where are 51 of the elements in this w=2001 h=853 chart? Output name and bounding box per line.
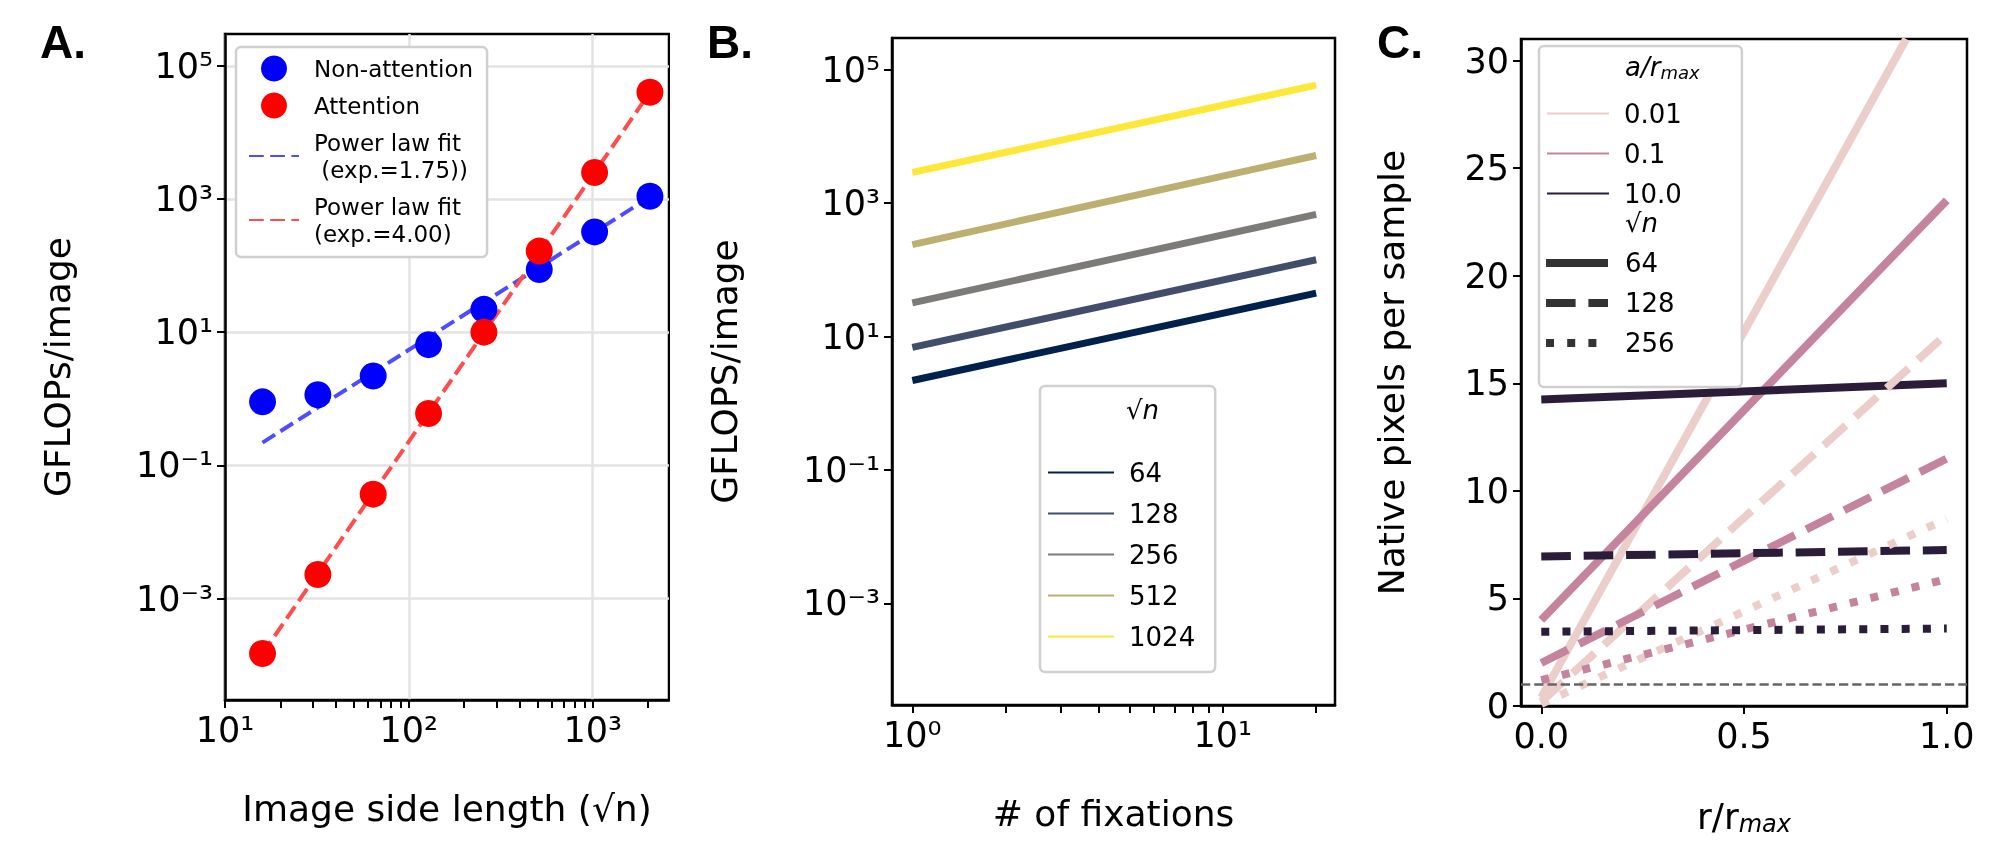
x-tick-label: 0.0 <box>1513 715 1570 756</box>
y-tick-label: 10⁻¹ <box>135 445 213 486</box>
legend-label: Attention <box>314 92 421 119</box>
chart-title: C. <box>1377 16 1423 68</box>
legend-label: 512 <box>1129 580 1179 611</box>
legend-title: a/rmax <box>1625 52 1700 83</box>
y-tick-label: 10⁵ <box>821 49 880 90</box>
y-tick-label: 10³ <box>821 183 880 224</box>
legend-title: √n <box>1126 395 1160 425</box>
legend-label: 10.0 <box>1624 178 1682 209</box>
x-tick-label: 10¹ <box>195 709 255 750</box>
y-tick-label: 5 <box>1486 578 1509 619</box>
y-tick-label: 10³ <box>154 178 213 219</box>
y-tick-label: 25 <box>1464 148 1509 189</box>
y-tick-label: 15 <box>1464 363 1509 404</box>
x-axis-title: # of fixations <box>992 792 1235 834</box>
chart-title: A. <box>40 16 86 68</box>
y-tick-label: 10⁻³ <box>802 583 880 624</box>
x-tick-label: 0.5 <box>1716 715 1772 756</box>
annotation: 64 <box>1625 248 1659 278</box>
y-tick-label: 30 <box>1464 40 1509 81</box>
x-tick-label: 1.0 <box>1918 715 1975 756</box>
y-tick-label: 20 <box>1464 255 1509 296</box>
chart-title: B. <box>707 16 753 68</box>
x-tick-label: 10³ <box>563 709 622 750</box>
y-tick-label: 0 <box>1486 686 1509 726</box>
y-tick-label: 10⁻³ <box>135 578 213 619</box>
y-tick-label: 10⁻¹ <box>802 450 880 491</box>
annotation: 128 <box>1625 288 1675 318</box>
legend-label: 64 <box>1129 457 1163 488</box>
legend-label: Non-attention <box>314 55 474 82</box>
y-tick-label: 10⁵ <box>154 45 213 86</box>
annotation: 256 <box>1625 328 1675 358</box>
legend-label: 0.01 <box>1624 98 1682 129</box>
legend-label: 1024 <box>1129 621 1196 652</box>
x-tick-label: 10² <box>379 709 439 750</box>
y-tick-label: 10¹ <box>821 316 880 357</box>
legend-label: Power law fit (exp.=1.75)) <box>314 129 468 183</box>
legend-label: 0.1 <box>1624 138 1666 169</box>
y-tick-label: 10 <box>1464 470 1509 511</box>
y-axis-title: GFLOPs/image <box>36 237 78 497</box>
y-axis-title: Native pixels per sample <box>1370 149 1412 596</box>
x-axis-title: Image side length (√n) <box>242 787 652 829</box>
x-tick-label: 10¹ <box>1193 714 1253 755</box>
y-tick-label: 10¹ <box>154 312 213 353</box>
legend-label: Power law fit (exp.=4.00) <box>314 193 461 247</box>
annotation: √n <box>1625 208 1659 238</box>
legend-label: 128 <box>1129 498 1179 529</box>
legend-label: 256 <box>1129 539 1179 570</box>
x-tick-label: 10⁰ <box>883 714 942 755</box>
y-axis-title: GFLOPS/image <box>703 239 745 504</box>
